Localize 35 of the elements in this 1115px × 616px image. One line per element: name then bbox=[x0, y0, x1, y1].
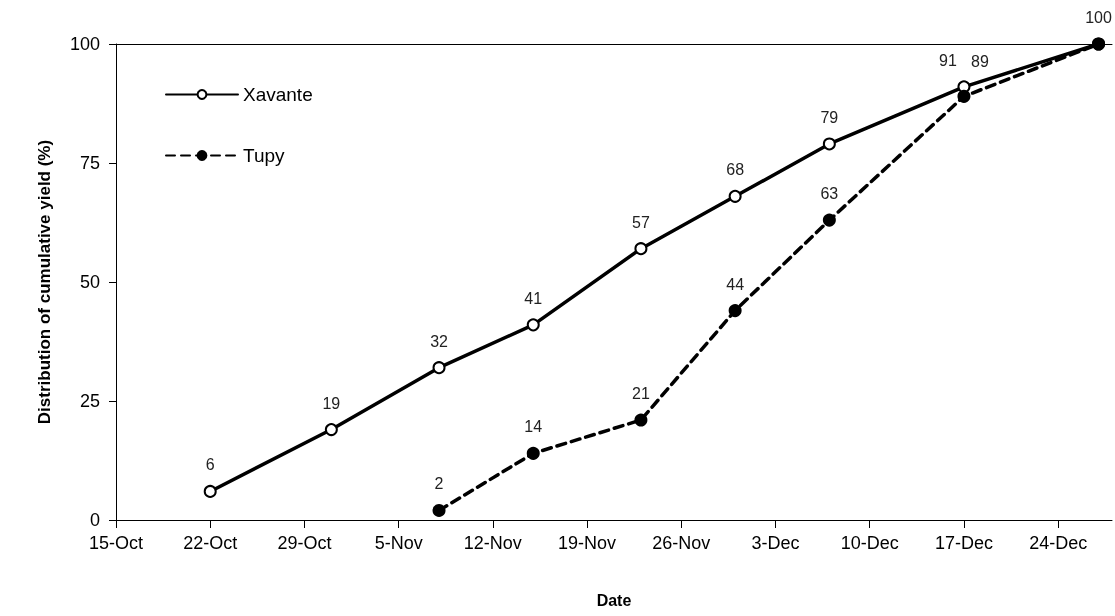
data-label: 89 bbox=[971, 53, 989, 71]
data-label: 6 bbox=[205, 456, 215, 474]
x-tick-label: 12-Nov bbox=[463, 533, 522, 553]
data-label: 19 bbox=[322, 394, 341, 412]
data-label: 41 bbox=[524, 289, 543, 307]
y-axis-title: Distribution of cumulative yield (%) bbox=[34, 139, 54, 425]
legend-label: Xavante bbox=[243, 84, 313, 105]
x-tick-label: 24-Dec bbox=[1029, 533, 1088, 553]
x-tick-label: 3-Dec bbox=[751, 533, 800, 553]
y-tick-label: 50 bbox=[79, 272, 100, 292]
data-label: 63 bbox=[820, 185, 839, 203]
data-label: 91 bbox=[939, 51, 957, 69]
y-tick-label: 100 bbox=[69, 34, 100, 54]
y-tick-label: 25 bbox=[79, 391, 100, 411]
x-axis-title: Date bbox=[596, 591, 632, 609]
data-label: 100 bbox=[1085, 9, 1112, 26]
y-tick-label: 0 bbox=[89, 510, 100, 530]
data-label: 14 bbox=[524, 418, 543, 436]
data-label: 32 bbox=[430, 332, 449, 350]
data-label: 79 bbox=[820, 108, 839, 126]
data-label: 44 bbox=[726, 275, 745, 293]
x-tick-label: 19-Nov bbox=[558, 533, 617, 553]
x-tick-label: 15-Oct bbox=[88, 533, 144, 553]
x-tick-label: 22-Oct bbox=[183, 533, 238, 553]
data-label: 21 bbox=[632, 385, 650, 403]
data-label: 57 bbox=[632, 213, 650, 231]
x-tick-label: 26-Nov bbox=[652, 533, 711, 553]
x-tick-label: 10-Dec bbox=[840, 533, 899, 553]
x-tick-label: 17-Dec bbox=[934, 533, 993, 553]
legend-label: Tupy bbox=[243, 145, 286, 166]
data-label: 2 bbox=[434, 475, 444, 493]
data-label: 68 bbox=[726, 161, 745, 179]
x-tick-label: 29-Oct bbox=[277, 533, 332, 553]
y-tick-label: 75 bbox=[79, 153, 100, 173]
x-tick-label: 5-Nov bbox=[374, 533, 423, 553]
